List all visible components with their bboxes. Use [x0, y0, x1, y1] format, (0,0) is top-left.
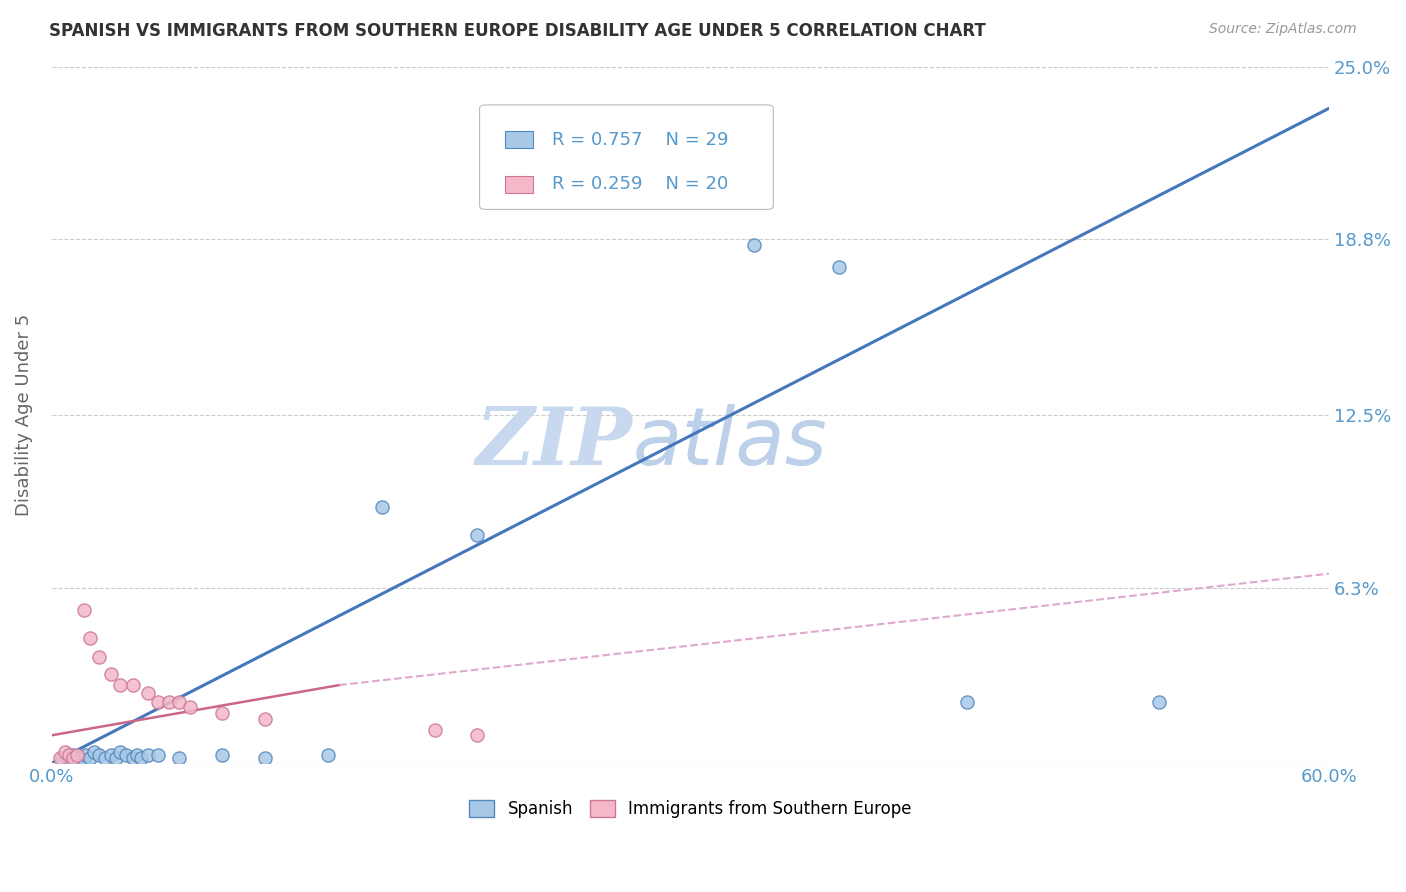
- Point: [467, 728, 489, 742]
- Point: [66, 750, 89, 764]
- Point: [58, 753, 80, 767]
- Point: [148, 747, 170, 762]
- Text: ZIP: ZIP: [477, 404, 633, 482]
- Point: [179, 700, 201, 714]
- Point: [125, 747, 148, 762]
- Point: [121, 750, 143, 764]
- Point: [115, 747, 138, 762]
- Point: [136, 686, 159, 700]
- Point: [253, 712, 276, 726]
- FancyBboxPatch shape: [505, 131, 533, 148]
- Point: [370, 500, 392, 514]
- Point: [49, 750, 72, 764]
- Point: [53, 745, 76, 759]
- Point: [58, 747, 80, 762]
- Point: [1147, 695, 1170, 709]
- Point: [169, 750, 191, 764]
- Point: [211, 747, 233, 762]
- Point: [87, 747, 110, 762]
- FancyBboxPatch shape: [505, 176, 533, 193]
- Point: [828, 260, 851, 275]
- Text: atlas: atlas: [633, 404, 828, 482]
- Point: [73, 753, 96, 767]
- Point: [62, 747, 84, 762]
- Point: [66, 747, 89, 762]
- Text: Source: ZipAtlas.com: Source: ZipAtlas.com: [1209, 22, 1357, 37]
- Point: [956, 695, 979, 709]
- Point: [94, 750, 117, 764]
- Y-axis label: Disability Age Under 5: Disability Age Under 5: [15, 314, 32, 516]
- Point: [51, 750, 73, 764]
- Point: [129, 750, 152, 764]
- Point: [83, 745, 105, 759]
- Legend: Spanish, Immigrants from Southern Europe: Spanish, Immigrants from Southern Europe: [463, 793, 918, 824]
- Point: [104, 750, 127, 764]
- Point: [79, 750, 101, 764]
- Point: [253, 750, 276, 764]
- Point: [108, 678, 131, 692]
- Point: [467, 527, 489, 541]
- Text: R = 0.259    N = 20: R = 0.259 N = 20: [553, 176, 728, 194]
- Point: [211, 706, 233, 720]
- Text: SPANISH VS IMMIGRANTS FROM SOUTHERN EUROPE DISABILITY AGE UNDER 5 CORRELATION CH: SPANISH VS IMMIGRANTS FROM SOUTHERN EURO…: [49, 22, 986, 40]
- Text: R = 0.757    N = 29: R = 0.757 N = 29: [553, 130, 728, 149]
- Point: [87, 650, 110, 665]
- Point: [169, 695, 191, 709]
- Point: [136, 747, 159, 762]
- Point: [100, 667, 122, 681]
- Point: [100, 747, 122, 762]
- Point: [75, 747, 97, 762]
- Point: [121, 678, 143, 692]
- Point: [318, 747, 340, 762]
- Point: [79, 631, 101, 645]
- Point: [742, 238, 765, 252]
- FancyBboxPatch shape: [479, 105, 773, 210]
- Point: [108, 745, 131, 759]
- Point: [73, 603, 96, 617]
- Point: [62, 750, 84, 764]
- Point: [157, 695, 180, 709]
- Point: [148, 695, 170, 709]
- Point: [423, 723, 446, 737]
